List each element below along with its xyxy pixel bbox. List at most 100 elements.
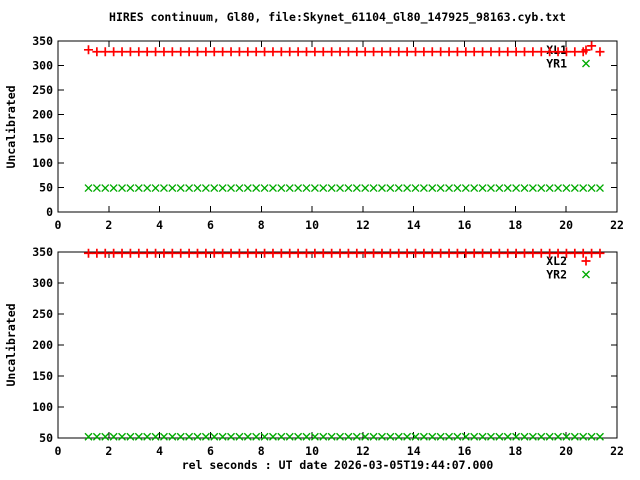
data-point [562,432,571,441]
data-point [394,432,403,441]
panel-border [57,251,618,439]
data-point [537,184,546,193]
data-point [461,47,471,57]
data-point [528,184,537,193]
data-point [419,184,428,193]
data-point [268,184,277,193]
x-tick-label: 22 [610,218,624,232]
data-point [545,184,554,193]
data-point [536,47,546,57]
data-point [268,47,278,57]
data-point [210,432,219,441]
data-point [478,432,487,441]
data-point [344,432,353,441]
data-point [344,184,353,193]
data-point [411,432,420,441]
data-point [436,248,446,258]
data-point [151,248,161,258]
x-tick-label: 20 [559,444,573,458]
data-point [84,432,93,441]
data-point [486,248,496,258]
data-point [561,248,571,258]
data-point [343,248,353,258]
data-point [537,432,546,441]
data-point [470,432,479,441]
data-point [554,432,563,441]
y-tick-label: 200 [32,107,53,121]
data-point [109,47,119,57]
data-point [185,432,194,441]
x-tick-label: 14 [407,218,421,232]
data-point [528,248,538,258]
x-axis-label: rel seconds : UT date 2026-03-05T19:44:0… [181,458,494,472]
data-point [587,432,596,441]
data-point [478,47,488,57]
y-tick-label: 50 [39,181,53,195]
data-point [436,432,445,441]
data-point [294,184,303,193]
data-point [285,432,294,441]
data-point [562,184,571,193]
data-point [336,184,345,193]
data-point [494,248,504,258]
x-tick-label: 2 [105,218,112,232]
data-point [167,248,177,258]
legend-marker-plus-icon [581,256,591,266]
data-point [109,248,119,258]
data-point [243,184,252,193]
y-tick-label: 0 [46,205,53,219]
data-point [411,248,421,258]
data-point [394,47,404,57]
chart-title: HIRES continuum, Gl80, file:Skynet_61104… [109,10,566,24]
data-point [100,47,110,57]
data-point [134,432,143,441]
data-point [176,184,185,193]
data-point [369,248,379,258]
data-point [386,432,395,441]
data-point [419,248,429,258]
data-point [268,248,278,258]
data-point [327,184,336,193]
data-point [478,184,487,193]
x-tick-label: 14 [407,444,421,458]
data-point [184,248,194,258]
data-point [318,47,328,57]
data-point [444,248,454,258]
data-point [369,47,379,57]
data-point [520,248,530,258]
data-point [520,184,529,193]
data-point [151,184,160,193]
x-tick-label: 16 [458,444,472,458]
data-point [545,432,554,441]
data-point [361,432,370,441]
data-point [84,184,93,193]
data-point [377,432,386,441]
data-point [159,432,168,441]
data-point [327,248,337,258]
data-point [512,184,521,193]
data-point [134,184,143,193]
data-point [92,432,101,441]
data-point [151,432,160,441]
data-point [243,248,253,258]
data-point [578,248,588,258]
data-point [235,184,244,193]
data-point [486,47,496,57]
y-tick-label: 350 [32,34,53,48]
y-tick-label: 300 [32,276,53,290]
data-point [587,248,597,258]
x-tick-label: 22 [610,444,624,458]
data-point [310,184,319,193]
data-point [209,248,219,258]
data-point [302,47,312,57]
x-tick-label: 4 [156,444,163,458]
data-point [101,432,110,441]
y-tick-label: 350 [32,245,53,259]
data-point [167,47,177,57]
legend-marker-cross-icon [582,270,590,279]
data-point [83,45,93,55]
data-point [142,47,152,57]
data-point [185,184,194,193]
y-tick-label: 100 [32,400,53,414]
